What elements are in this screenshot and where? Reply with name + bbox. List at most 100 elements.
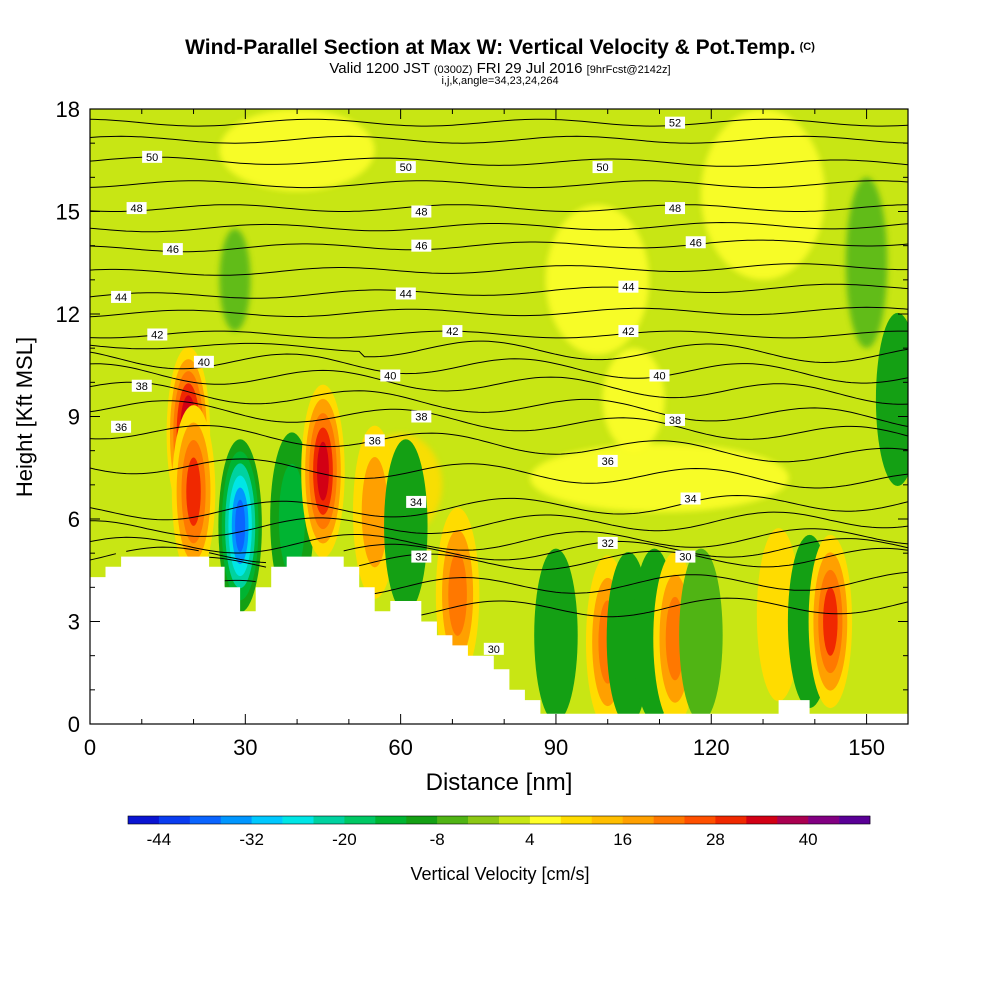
pot-temp-label-text: 36 [115, 422, 127, 434]
pot-temp-label: 46 [411, 239, 432, 253]
pot-temp-label: 36 [111, 420, 132, 434]
pot-temp-contour-line [90, 494, 908, 521]
colorbar-swatch [777, 816, 809, 824]
pot-temp-label: 48 [665, 202, 686, 215]
contour-labels: 52 50 50 50 48 48 48 46 46 46 44 44 44 42 42 42 40 40 40 38… [111, 116, 706, 656]
x-tick-label: 30 [233, 735, 257, 760]
velocity-cell [301, 384, 345, 558]
pot-temp-contour-line [90, 306, 908, 318]
pot-temp-contours [90, 118, 908, 618]
colorbar-tick-label: 4 [525, 830, 534, 849]
pot-temp-contour-line [421, 597, 908, 618]
y-tick-label: 18 [56, 97, 80, 122]
pot-temp-label: 42 [618, 325, 639, 338]
pot-temp-label: 32 [597, 536, 618, 550]
pot-temp-label-text: 46 [415, 241, 427, 253]
pot-temp-label-text: 44 [622, 282, 634, 294]
velocity-contour-band [235, 499, 246, 552]
pot-temp-label-box [483, 642, 504, 655]
pot-temp-contour-line [90, 283, 908, 299]
pot-temp-label: 36 [364, 434, 385, 447]
y-tick-label: 6 [68, 507, 80, 532]
pot-temp-contour-line [90, 330, 908, 339]
pot-temp-contour-line [90, 239, 908, 253]
bg-patch [219, 228, 251, 332]
velocity-contour-band [756, 528, 801, 702]
colorbar: -44 -32 -20 -8 4 16 28 40 [127, 815, 871, 849]
pot-temp-label-box [364, 434, 385, 447]
pot-temp-label-box [395, 161, 416, 174]
colorbar-swatch [529, 816, 562, 824]
colorbar-swatch [437, 816, 469, 824]
pot-temp-label-box [675, 550, 696, 563]
pot-temp-label-box [618, 325, 639, 338]
colorbar-swatch [591, 816, 623, 824]
pot-temp-label-text: 52 [669, 118, 681, 130]
pot-temp-label-text: 42 [151, 330, 163, 342]
velocity-cell [218, 439, 262, 613]
colorbar-swatch [653, 816, 685, 824]
chart-subtitle: Valid 1200 JST (0300Z) FRI 29 Jul 2016 [… [329, 60, 671, 77]
y-tick-label: 15 [56, 200, 80, 225]
pot-temp-label-box [618, 280, 639, 293]
bg-patch [845, 177, 888, 349]
colorbar-swatch [375, 816, 407, 824]
pot-temp-label-text: 40 [653, 371, 665, 383]
pot-temp-label-box [131, 379, 152, 392]
pot-temp-label-box [142, 150, 163, 163]
pot-temp-label: 44 [111, 290, 132, 304]
pot-temp-label: 52 [665, 116, 686, 130]
colorbar-tick-label: -20 [332, 830, 357, 849]
velocity-cell [534, 548, 578, 722]
colorbar-swatch [746, 816, 778, 824]
velocity-contour-band [448, 552, 467, 636]
colorbar-swatch [468, 816, 500, 824]
colorbar-swatch [622, 816, 654, 824]
pot-temp-label-box [395, 287, 416, 300]
colorbar-tick-label: 28 [706, 830, 725, 849]
pot-temp-label-text: 50 [400, 162, 412, 174]
colorbar-swatch [684, 816, 716, 824]
pot-temp-contour-line [90, 381, 908, 427]
x-tick-label: 150 [848, 735, 885, 760]
pot-temp-label-box [411, 205, 432, 218]
velocity-contour-band [534, 548, 578, 722]
colorbar-swatch [406, 816, 438, 824]
bg-patch [545, 204, 650, 355]
pot-temp-label: 42 [147, 328, 168, 342]
x-tick-label: 0 [84, 735, 96, 760]
pot-temp-label-text: 30 [679, 552, 691, 564]
colorbar-swatch [128, 816, 160, 824]
pot-temp-label-box [411, 239, 432, 252]
bg-patch [219, 109, 375, 191]
bg-patch [530, 443, 789, 513]
pot-temp-label-box [193, 355, 214, 368]
pot-temp-label-box [442, 325, 463, 338]
pot-temp-contour-line [90, 363, 908, 405]
pot-temp-label: 30 [483, 642, 504, 656]
pot-temp-label-text: 30 [488, 644, 500, 656]
colorbar-frame [127, 815, 871, 825]
pot-temp-label-text: 38 [669, 415, 681, 427]
colorbar-tick-label: -44 [147, 830, 172, 849]
pot-temp-label-text: 44 [115, 292, 127, 304]
chart-indices: i,j,k,angle=34,23,24,264 [441, 75, 559, 87]
pot-temp-label-box [126, 202, 147, 215]
pot-temp-contour-line [90, 221, 908, 233]
velocity-contour-band [361, 457, 388, 568]
pot-temp-contour-line [90, 156, 908, 167]
pot-temp-contour-line [90, 340, 908, 364]
pot-temp-label-text: 48 [669, 203, 681, 215]
pot-temp-label: 42 [442, 325, 463, 338]
pot-temp-label-box [597, 536, 618, 549]
colorbar-swatch [839, 816, 871, 824]
velocity-cells [166, 312, 908, 724]
velocity-contour-band [384, 439, 428, 613]
pot-temp-label-box [685, 236, 706, 249]
colorbar-swatch [808, 816, 840, 824]
pot-temp-label-box [380, 369, 401, 382]
pot-temp-label-text: 42 [622, 326, 634, 338]
background-patches [219, 109, 888, 537]
velocity-contour-band [679, 548, 723, 722]
pot-temp-label: 46 [162, 243, 183, 256]
